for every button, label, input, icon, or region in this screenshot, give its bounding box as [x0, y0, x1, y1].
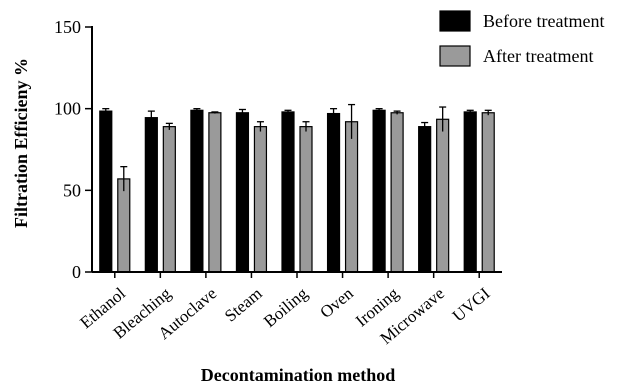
legend-swatch [439, 45, 471, 67]
bar-after-autoclave [208, 112, 222, 273]
bar-before-microwave [418, 126, 432, 273]
bar-before-bleaching [144, 117, 158, 273]
y-tick-label: 150 [54, 17, 81, 37]
legend: Before treatment After treatment [439, 10, 604, 67]
x-tick-label: Steam [221, 284, 266, 326]
bar-before-boiling [281, 111, 295, 273]
legend-swatch [439, 10, 471, 32]
bar-before-uvgi [463, 111, 477, 273]
bar-before-ethanol [99, 110, 113, 273]
legend-label: Before treatment [483, 11, 604, 31]
y-tick-label: 100 [54, 99, 81, 119]
y-ticks: 0 50 100 150 [54, 17, 92, 282]
bar-after-oven [344, 121, 359, 273]
bar-before-autoclave [190, 109, 204, 273]
bar-after-ironing [390, 112, 404, 273]
bar-after-boiling [299, 126, 313, 273]
y-tick-label: 0 [72, 262, 81, 282]
x-tick-label: UVGI [449, 283, 494, 325]
bar-after-steam [253, 126, 268, 273]
x-tick-label: Boiling [260, 283, 312, 331]
bar-after-uvgi [481, 112, 495, 273]
bar-after-microwave [436, 118, 450, 273]
bar-after-ethanol [117, 178, 131, 273]
legend-label: After treatment [483, 46, 593, 66]
y-axis-title: Filtration Efficieny % [11, 58, 31, 228]
bar-after-bleaching [162, 126, 176, 273]
error-bars-layer [102, 103, 492, 192]
bar-before-oven [326, 112, 341, 273]
bar-before-ironing [372, 109, 386, 273]
bar-before-steam [235, 112, 250, 273]
bars-layer [99, 109, 495, 273]
y-tick-label: 50 [63, 180, 81, 200]
x-axis-title: Decontamination method [201, 365, 396, 385]
